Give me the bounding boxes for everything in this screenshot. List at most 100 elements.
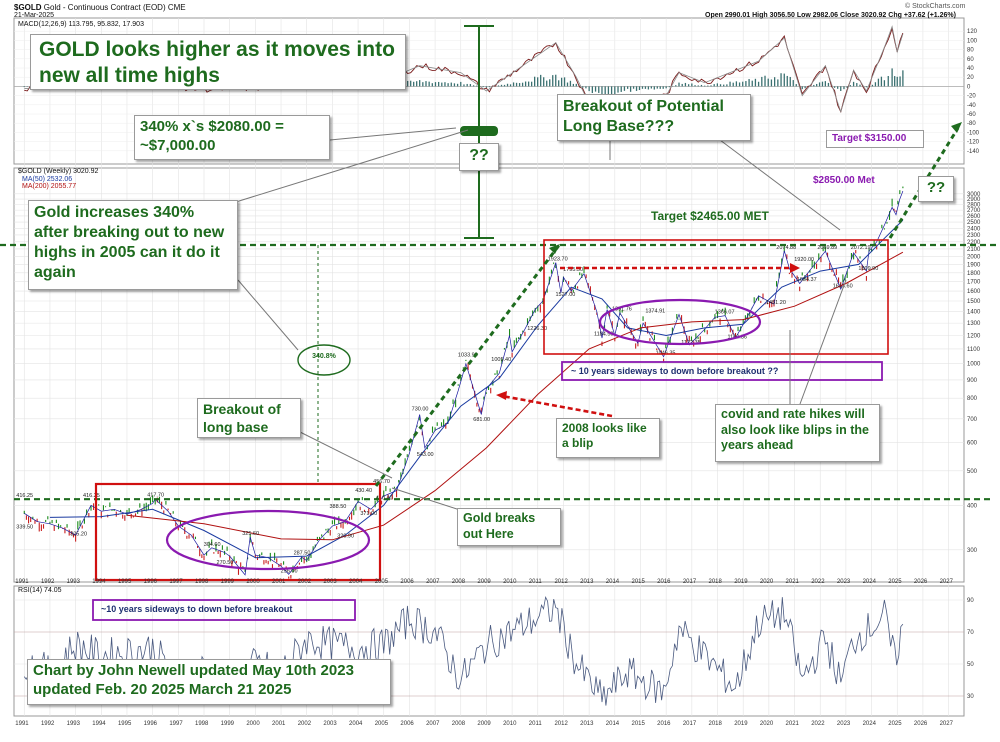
price-tick-label: 1600 bbox=[967, 289, 981, 295]
connector-increase bbox=[237, 279, 299, 351]
price-value-label: 1809.90 bbox=[858, 266, 878, 272]
x-tick-label-price: 2018 bbox=[709, 579, 723, 585]
x-tick-label-price: 2019 bbox=[734, 579, 748, 585]
gold-breaks-out-annotation: Gold breaks out Here bbox=[457, 508, 561, 546]
x-tick-label-price: 1991 bbox=[15, 579, 29, 585]
x-tick-label-price: 1992 bbox=[41, 579, 55, 585]
price-value-label: 1366.07 bbox=[715, 309, 735, 315]
macd-tick-label: -120 bbox=[967, 140, 980, 146]
x-tick-label-price: 2016 bbox=[657, 579, 671, 585]
x-tick-label-rsi: 1998 bbox=[195, 721, 209, 727]
percent-ellipse-label: 340.8% bbox=[312, 353, 336, 360]
covid-annotation: covid and rate hikes will also look like… bbox=[715, 404, 880, 462]
projection-annotation: 340% x`s $2080.00 = ~$7,000.00 bbox=[134, 115, 330, 160]
price-tick-label: 1200 bbox=[967, 333, 981, 339]
price-value-label: 416.25 bbox=[16, 493, 33, 499]
macd-tick-label: 0 bbox=[967, 84, 971, 90]
price-value-label: 1920.00 bbox=[794, 257, 814, 263]
x-tick-label-price: 1994 bbox=[92, 579, 106, 585]
x-tick-label-rsi: 2014 bbox=[606, 721, 620, 727]
question-box-right: ?? bbox=[918, 176, 954, 202]
x-tick-label-rsi: 2020 bbox=[760, 721, 774, 727]
x-tick-label-rsi: 2016 bbox=[657, 721, 671, 727]
price-tick-label: 1000 bbox=[967, 362, 981, 368]
purple-ellipse-1990s bbox=[165, 509, 371, 571]
x-tick-label-rsi: 2021 bbox=[786, 721, 800, 727]
price-tick-label: 1500 bbox=[967, 299, 981, 305]
x-tick-label-price: 2014 bbox=[606, 579, 620, 585]
price-value-label: 1005.40 bbox=[491, 357, 511, 363]
price-tick-label: 1300 bbox=[967, 321, 981, 327]
x-tick-label-rsi: 2005 bbox=[375, 721, 389, 727]
macd-tick-label: -60 bbox=[967, 112, 976, 118]
price-tick-label: 300 bbox=[967, 548, 978, 554]
price-close-line bbox=[24, 190, 904, 576]
gold-increase-annotation: Gold increases 340% after breaking out t… bbox=[28, 200, 238, 290]
price-value-label: 1374.91 bbox=[645, 308, 665, 314]
x-tick-label-rsi: 2010 bbox=[503, 721, 517, 727]
macd-tick-label: 20 bbox=[967, 75, 974, 81]
macd-tick-label: -100 bbox=[967, 130, 980, 136]
x-tick-label-price: 2004 bbox=[349, 579, 363, 585]
x-tick-label-rsi: 2019 bbox=[734, 721, 748, 727]
x-tick-label-rsi: 1993 bbox=[67, 721, 81, 727]
price-value-label: 1451.20 bbox=[766, 300, 786, 306]
uptrend-arrow-2005 bbox=[374, 243, 562, 487]
price-tick-label: 600 bbox=[967, 441, 978, 447]
base-box-2010s bbox=[543, 239, 889, 355]
author-credit-annotation: Chart by John Newell updated May 10th 20… bbox=[27, 659, 391, 705]
percent-ellipse bbox=[297, 344, 351, 376]
breakout-long-base-annotation: Breakout of long base bbox=[197, 398, 301, 438]
x-tick-label-rsi: 2015 bbox=[631, 721, 645, 727]
price-value-label: 2072.19 bbox=[851, 245, 871, 251]
x-tick-label-price: 2006 bbox=[400, 579, 414, 585]
x-tick-label-rsi: 1995 bbox=[118, 721, 132, 727]
base-box-1990s bbox=[94, 482, 382, 582]
ma50-line bbox=[49, 219, 904, 559]
red-blip-arrowhead bbox=[496, 391, 507, 400]
price-tick-label: 1700 bbox=[967, 280, 981, 286]
x-tick-label-price: 2024 bbox=[863, 579, 877, 585]
x-tick-label-rsi: 2003 bbox=[323, 721, 337, 727]
x-tick-label-rsi: 2000 bbox=[246, 721, 260, 727]
price-tick-label: 500 bbox=[967, 469, 978, 475]
price-tick-label: 2100 bbox=[967, 247, 981, 253]
x-tick-label-rsi: 2025 bbox=[888, 721, 902, 727]
price-value-label: 1684.37 bbox=[797, 277, 817, 283]
x-tick-label-rsi: 2018 bbox=[709, 721, 723, 727]
macd-legend: MACD(12,26,9) 113.795, 95.832, 17.903 bbox=[18, 21, 144, 28]
price-tick-label: 1900 bbox=[967, 262, 981, 268]
price-value-label: 1527.00 bbox=[555, 292, 575, 298]
uptrend-arrowhead-future bbox=[951, 122, 962, 133]
connector-covid-2 bbox=[799, 279, 847, 405]
price-tick-label: 2200 bbox=[967, 240, 981, 246]
price-value-label: 1226.30 bbox=[527, 326, 547, 332]
macd-tick-label: 40 bbox=[967, 66, 974, 72]
price-tick-label: 2400 bbox=[967, 226, 981, 232]
price-value-label: 388.50 bbox=[330, 504, 347, 510]
price-legend: $GOLD (Weekly) 3020.92 bbox=[18, 168, 99, 175]
price-value-label: 256.00 bbox=[281, 568, 298, 574]
x-tick-label-price: 2015 bbox=[631, 579, 645, 585]
x-tick-label-price: 2010 bbox=[503, 579, 517, 585]
connector-increase-bracket bbox=[209, 129, 469, 211]
met-2850-label: $2850.00 Met bbox=[813, 175, 875, 186]
macd-tick-label: 120 bbox=[967, 29, 978, 35]
x-tick-label-price: 2020 bbox=[760, 579, 774, 585]
price-value-label: 1033.90 bbox=[458, 353, 478, 359]
headline-annotation: GOLD looks higher as it moves into new a… bbox=[30, 34, 406, 90]
x-tick-label-rsi: 2011 bbox=[529, 721, 543, 727]
red-resistance-arrowhead bbox=[790, 263, 800, 273]
blip-2008-annotation: 2008 looks like a blip bbox=[556, 418, 660, 458]
x-tick-label-price: 2021 bbox=[786, 579, 800, 585]
chart-symbol-title: $GOLD Gold - Continuous Contract (EOD) C… bbox=[14, 3, 186, 12]
ma200-line bbox=[126, 251, 904, 541]
price-tick-label: 2900 bbox=[967, 197, 981, 203]
price-value-label: 681.00 bbox=[473, 417, 490, 423]
chart-date: 21-Mar-2025 bbox=[14, 12, 55, 19]
x-tick-label-price: 2000 bbox=[246, 579, 260, 585]
price-value-label: 2069.89 bbox=[817, 245, 837, 251]
x-tick-label-price: 2001 bbox=[272, 579, 286, 585]
x-tick-label-price: 2003 bbox=[323, 579, 337, 585]
x-tick-label-price: 2013 bbox=[580, 579, 594, 585]
